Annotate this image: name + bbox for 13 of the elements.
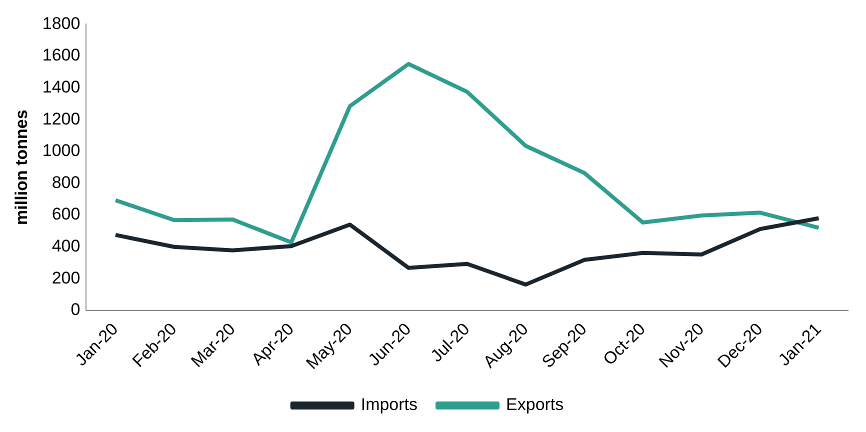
y-tick-label: 1600 [42,46,80,65]
y-tick-label: 1400 [42,78,80,97]
y-tick-label: 800 [52,172,80,192]
y-tick-label: 400 [52,236,80,256]
y-tick-label: 1200 [42,109,80,128]
y-axis-title: million tonnes [12,110,31,225]
y-tick-label: 1000 [42,141,80,160]
y-tick-label: 200 [52,268,80,288]
legend-label: Imports [360,395,418,414]
y-tick-label: 1800 [42,14,80,33]
y-tick-label: 0 [70,300,80,320]
legend-label: Exports [506,395,564,414]
y-tick-label: 600 [52,204,80,224]
